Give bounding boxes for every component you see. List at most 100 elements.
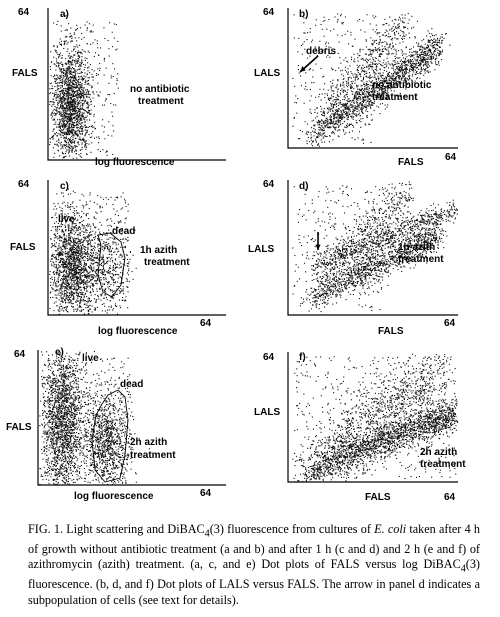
event-dot	[86, 252, 88, 254]
event-dot	[83, 282, 85, 284]
event-dot	[54, 119, 56, 121]
event-dot	[79, 242, 81, 244]
event-dot	[79, 73, 81, 75]
event-dot	[377, 96, 379, 98]
event-dot	[425, 51, 427, 53]
event-dot	[298, 72, 300, 74]
event-dot	[79, 155, 81, 157]
event-dot	[77, 72, 79, 74]
event-dot	[401, 52, 403, 54]
event-dot	[66, 290, 68, 292]
event-dot	[304, 121, 306, 123]
event-dot	[72, 68, 74, 70]
event-dot	[432, 46, 434, 48]
event-dot	[366, 115, 368, 117]
event-dot	[67, 256, 69, 258]
event-dot	[67, 110, 69, 112]
event-dot	[67, 133, 69, 135]
event-dot	[318, 129, 320, 131]
event-dot	[382, 72, 384, 74]
event-dot	[372, 85, 374, 87]
event-dot	[361, 89, 363, 91]
event-dot	[412, 60, 414, 62]
event-dot	[87, 223, 89, 225]
event-dot	[341, 22, 343, 24]
event-dot	[347, 112, 349, 114]
event-dot	[321, 114, 323, 116]
event-dot	[368, 91, 370, 93]
event-dot	[348, 124, 350, 126]
event-dot	[63, 153, 65, 155]
event-dot	[404, 95, 406, 97]
event-dot	[62, 147, 64, 149]
event-dot	[72, 157, 74, 159]
event-dot	[357, 20, 359, 22]
event-dot	[96, 43, 98, 45]
event-dot	[342, 81, 344, 83]
panel-b-x-axis-label: FALS	[398, 157, 424, 168]
event-dot	[71, 126, 73, 128]
event-dot	[84, 263, 86, 265]
event-dot	[73, 98, 75, 100]
event-dot	[70, 107, 72, 109]
event-dot	[69, 84, 71, 86]
event-dot	[87, 77, 89, 79]
event-dot	[71, 115, 73, 117]
event-dot	[67, 96, 69, 98]
event-dot	[62, 129, 64, 131]
event-dot	[396, 76, 398, 78]
event-dot	[66, 131, 68, 133]
event-dot	[108, 121, 110, 123]
event-dot	[70, 121, 72, 123]
event-dot	[294, 101, 296, 103]
event-dot	[71, 36, 73, 38]
event-dot	[85, 116, 87, 118]
event-dot	[65, 82, 67, 84]
event-dot	[60, 288, 62, 290]
event-dot	[73, 295, 75, 297]
event-dot	[317, 134, 319, 136]
event-dot	[53, 135, 55, 137]
event-dot	[75, 95, 77, 97]
event-dot	[88, 119, 90, 121]
event-dot	[365, 93, 367, 95]
event-dot	[79, 95, 81, 97]
event-dot	[55, 250, 57, 252]
event-dot	[412, 62, 414, 64]
event-dot	[72, 71, 74, 73]
event-dot	[425, 47, 427, 49]
event-dot	[76, 94, 78, 96]
event-dot	[77, 141, 79, 143]
event-dot	[56, 272, 58, 274]
event-dot	[88, 272, 90, 274]
event-dot	[73, 298, 75, 300]
event-dot	[85, 79, 87, 81]
event-dot	[385, 90, 387, 92]
event-dot	[362, 49, 364, 51]
event-dot	[66, 109, 68, 111]
event-dot	[61, 115, 63, 117]
event-dot	[325, 45, 327, 47]
event-dot	[73, 246, 75, 248]
event-dot	[73, 32, 75, 34]
event-dot	[65, 15, 67, 17]
event-dot	[392, 25, 394, 27]
event-dot	[330, 30, 332, 32]
event-dot	[347, 109, 349, 111]
event-dot	[51, 254, 53, 256]
event-dot	[359, 131, 361, 133]
event-dot	[344, 97, 346, 99]
event-dot	[388, 73, 390, 75]
event-dot	[409, 60, 411, 62]
event-dot	[62, 124, 64, 126]
event-dot	[424, 61, 426, 63]
event-dot	[86, 115, 88, 117]
event-dot	[373, 60, 375, 62]
event-dot	[68, 239, 70, 241]
event-dot	[57, 96, 59, 98]
event-dot	[61, 68, 63, 70]
event-dot	[370, 82, 372, 84]
event-dot	[69, 251, 71, 253]
event-dot	[63, 123, 65, 125]
event-dot	[376, 92, 378, 94]
